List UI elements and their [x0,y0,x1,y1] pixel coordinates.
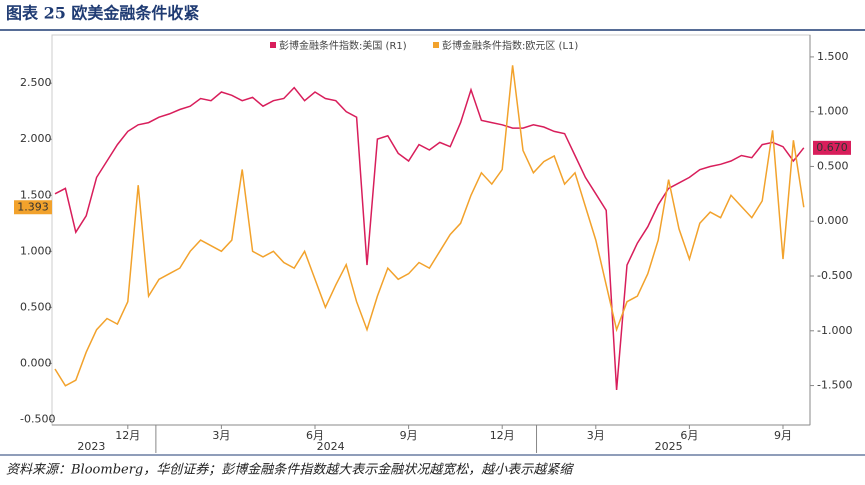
x-tick-label: 9月 [400,429,418,442]
legend-swatch [270,42,276,48]
legend-swatch [433,42,439,48]
y-tick-label: 0.000 [20,356,52,369]
end-label: 0.670 [816,141,848,154]
x-tick-label: 6月 [306,429,324,442]
end-label-box [813,140,851,155]
legend-label: 彭博金融条件指数:欧元区 (L1) [442,39,578,52]
y-tick-label: 1.000 [20,244,52,257]
y-tick-label: 2.500 [20,76,52,89]
x-tick-label: 3月 [212,429,230,442]
y2-tick-label: -0.500 [817,269,852,282]
plot-frame [51,34,811,426]
series-line [54,65,805,387]
x-tick-label: 6月 [680,429,698,442]
legend-label: 彭博金融条件指数:美国 (R1) [279,39,407,52]
y2-tick-label: 1.000 [817,105,849,118]
series-line [54,86,805,390]
y2-tick-label: 1.500 [817,50,849,63]
source-note: 资料来源：Bloomberg，华创证券；彭博金融条件指数越大表示金融状况越宽松，… [6,462,574,478]
y-tick-label: 0.500 [20,300,52,313]
chart-title: 图表 25 欧美金融条件收紧 [6,4,199,23]
y2-tick-label: -1.000 [817,324,852,337]
y-tick-label: 1.500 [20,188,52,201]
x-tick-label: 9月 [774,429,792,442]
y-tick-label: 2.000 [20,132,52,145]
y2-tick-label: -1.500 [817,379,852,392]
x-group-label: 2025 [655,440,683,453]
x-group-label: 2023 [77,440,105,453]
x-tick-label: 12月 [115,429,140,442]
end-label-box [14,200,52,215]
y2-tick-label: 0.000 [817,214,849,227]
x-tick-label: 12月 [490,429,515,442]
y2-tick-label: 0.500 [817,159,849,172]
end-label: 1.393 [17,200,49,213]
x-group-label: 2024 [317,440,345,453]
y-tick-label: -0.500 [20,412,55,425]
x-tick-label: 3月 [587,429,605,442]
